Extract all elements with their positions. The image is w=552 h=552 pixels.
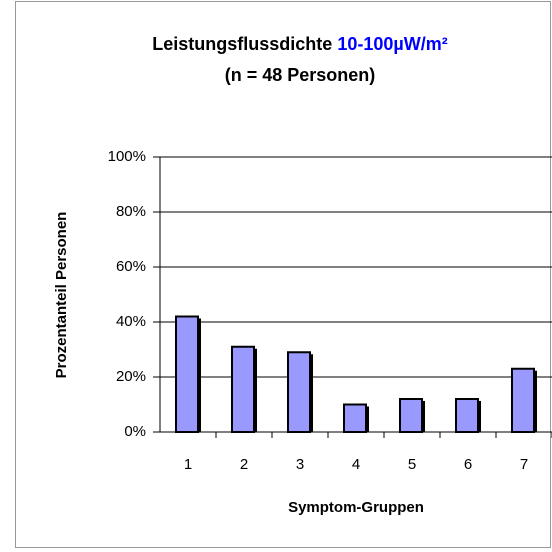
chart-title: Leistungsflussdichte bbox=[152, 34, 332, 54]
bar bbox=[287, 351, 311, 433]
x-tick-label: 4 bbox=[352, 456, 360, 473]
bar bbox=[455, 398, 479, 433]
bar bbox=[343, 403, 367, 433]
x-tick-label: 3 bbox=[296, 456, 304, 473]
chart-subtitle: (n = 48 Personen) bbox=[225, 65, 376, 85]
y-tick-label: 40% bbox=[116, 313, 146, 330]
x-tick-label: 6 bbox=[464, 456, 472, 473]
bar bbox=[511, 367, 535, 433]
x-axis-title: Symptom-Gruppen bbox=[288, 499, 424, 516]
x-tick-label: 2 bbox=[240, 456, 248, 473]
chart-title-line: Leistungsflussdichte 10-100µW/m² bbox=[152, 34, 447, 54]
y-axis-title: Prozentanteil Personen bbox=[53, 212, 70, 379]
x-tick-label: 7 bbox=[520, 456, 528, 473]
x-tick-label: 1 bbox=[184, 456, 192, 473]
bar bbox=[175, 315, 199, 433]
y-tick-label: 0% bbox=[124, 423, 146, 440]
bar bbox=[231, 345, 255, 433]
chart-title-highlight: 10-100µW/m² bbox=[337, 34, 447, 54]
y-tick-label: 100% bbox=[108, 148, 146, 165]
chart-frame bbox=[15, 1, 551, 548]
y-tick-label: 80% bbox=[116, 203, 146, 220]
bar bbox=[399, 398, 423, 433]
x-tick-label: 5 bbox=[408, 456, 416, 473]
y-tick-label: 60% bbox=[116, 258, 146, 275]
y-tick-label: 20% bbox=[116, 368, 146, 385]
